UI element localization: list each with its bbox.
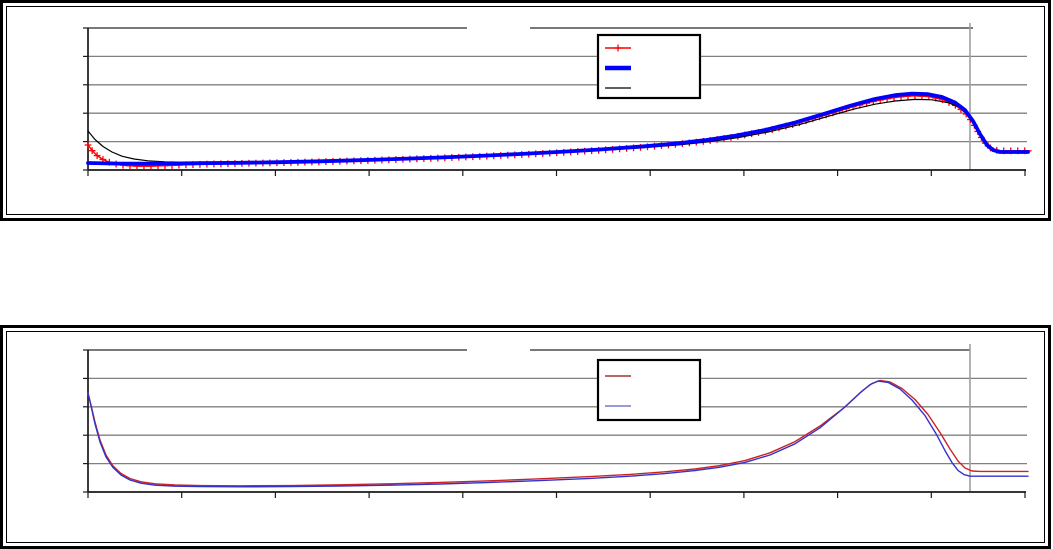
bottom-chart-panel-inner-border <box>6 331 1045 543</box>
top-chart-panel <box>0 0 1051 221</box>
bottom-chart-panel <box>0 325 1051 549</box>
top-chart-panel-inner-border <box>6 6 1045 215</box>
